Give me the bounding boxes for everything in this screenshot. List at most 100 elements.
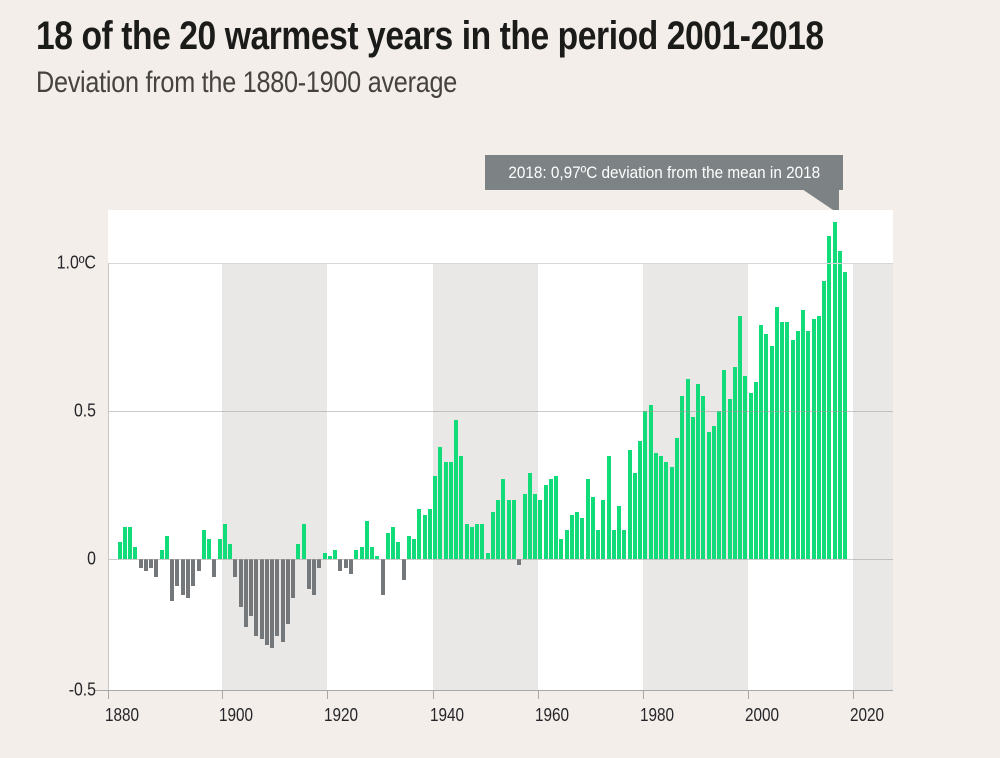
- bar-2013[interactable]: [816, 316, 821, 560]
- bar-2000[interactable]: [748, 393, 753, 560]
- bar-1946[interactable]: [464, 523, 469, 560]
- bar-2017[interactable]: [837, 251, 842, 560]
- bar-1901[interactable]: [228, 544, 233, 560]
- bar-1980[interactable]: [643, 411, 648, 560]
- bar-1909[interactable]: [270, 559, 275, 649]
- bar-1971[interactable]: [596, 529, 601, 560]
- bar-1944[interactable]: [454, 420, 459, 560]
- bar-1907[interactable]: [259, 559, 264, 640]
- bar-1889[interactable]: [164, 535, 169, 560]
- bar-1936[interactable]: [412, 538, 417, 560]
- bar-1891[interactable]: [175, 559, 180, 586]
- bar-1970[interactable]: [590, 497, 595, 560]
- bar-1897[interactable]: [207, 538, 212, 560]
- bar-2016[interactable]: [832, 221, 837, 560]
- bar-1993[interactable]: [711, 425, 716, 560]
- bar-1961[interactable]: [543, 485, 548, 560]
- bar-1981[interactable]: [648, 405, 653, 560]
- bar-1965[interactable]: [564, 529, 569, 560]
- bar-1894[interactable]: [191, 559, 196, 586]
- bar-1922[interactable]: [338, 559, 343, 572]
- bar-1966[interactable]: [569, 514, 574, 560]
- bar-1933[interactable]: [396, 541, 401, 560]
- bar-1952[interactable]: [496, 500, 501, 560]
- bar-2005[interactable]: [774, 307, 779, 560]
- bar-1988[interactable]: [685, 378, 690, 560]
- bar-1885[interactable]: [143, 559, 148, 572]
- bar-1968[interactable]: [580, 517, 585, 560]
- bar-1881[interactable]: [122, 526, 127, 560]
- bar-1992[interactable]: [706, 431, 711, 560]
- bar-1953[interactable]: [501, 479, 506, 560]
- bar-1902[interactable]: [233, 559, 238, 578]
- bar-1916[interactable]: [306, 559, 311, 589]
- bar-1900[interactable]: [222, 523, 227, 560]
- bar-2003[interactable]: [764, 334, 769, 560]
- bar-1985[interactable]: [669, 467, 674, 560]
- bar-1923[interactable]: [343, 559, 348, 569]
- bar-1983[interactable]: [659, 455, 664, 560]
- bar-2010[interactable]: [801, 310, 806, 560]
- bar-1959[interactable]: [533, 494, 538, 560]
- bar-1982[interactable]: [653, 452, 658, 560]
- bar-1921[interactable]: [333, 550, 338, 560]
- bar-1984[interactable]: [664, 461, 669, 560]
- bar-1939[interactable]: [427, 508, 432, 560]
- bar-1957[interactable]: [522, 494, 527, 560]
- bar-1999[interactable]: [743, 375, 748, 560]
- bar-1908[interactable]: [264, 559, 269, 646]
- bar-1883[interactable]: [133, 547, 138, 560]
- bar-1956[interactable]: [517, 559, 522, 566]
- bar-1978[interactable]: [632, 473, 637, 560]
- bar-1986[interactable]: [674, 437, 679, 560]
- bar-1973[interactable]: [606, 455, 611, 560]
- bar-1979[interactable]: [638, 440, 643, 560]
- bar-1955[interactable]: [512, 500, 516, 560]
- bar-1887[interactable]: [154, 559, 159, 578]
- bar-1977[interactable]: [627, 449, 632, 560]
- bar-1893[interactable]: [186, 559, 190, 598]
- bar-1976[interactable]: [622, 529, 627, 560]
- bar-1929[interactable]: [375, 556, 380, 560]
- bar-1941[interactable]: [438, 446, 443, 560]
- bar-1951[interactable]: [490, 511, 495, 560]
- bar-1935[interactable]: [406, 535, 411, 560]
- bar-1945[interactable]: [459, 455, 464, 560]
- bar-1917[interactable]: [312, 559, 317, 595]
- bar-1975[interactable]: [617, 505, 622, 560]
- bar-1920[interactable]: [327, 556, 332, 560]
- bar-1899[interactable]: [217, 538, 222, 560]
- bar-1928[interactable]: [370, 547, 375, 560]
- bar-1962[interactable]: [548, 479, 553, 560]
- bar-1890[interactable]: [170, 559, 175, 601]
- bar-1925[interactable]: [354, 550, 359, 560]
- bar-1963[interactable]: [554, 476, 559, 560]
- bar-1974[interactable]: [611, 529, 616, 560]
- bar-1906[interactable]: [254, 559, 259, 637]
- bar-1926[interactable]: [359, 547, 364, 560]
- bar-1989[interactable]: [690, 417, 695, 560]
- bar-1911[interactable]: [280, 559, 285, 643]
- bar-1903[interactable]: [238, 559, 243, 607]
- bar-1888[interactable]: [159, 550, 164, 560]
- bar-2015[interactable]: [827, 236, 832, 560]
- bar-1954[interactable]: [506, 500, 511, 560]
- bar-2001[interactable]: [753, 381, 758, 560]
- bar-1969[interactable]: [585, 479, 590, 560]
- bar-2011[interactable]: [806, 331, 811, 560]
- bar-1934[interactable]: [401, 559, 406, 581]
- bar-1910[interactable]: [275, 559, 280, 637]
- bar-1958[interactable]: [527, 473, 532, 560]
- bar-2014[interactable]: [822, 280, 827, 560]
- bar-1996[interactable]: [727, 399, 732, 560]
- bar-1904[interactable]: [243, 559, 248, 628]
- bar-1895[interactable]: [196, 559, 201, 572]
- bar-2007[interactable]: [785, 322, 790, 560]
- bar-1940[interactable]: [433, 476, 438, 560]
- bar-1942[interactable]: [443, 461, 448, 560]
- bar-1947[interactable]: [469, 526, 474, 560]
- bar-2018[interactable]: [843, 271, 848, 560]
- bar-2012[interactable]: [811, 319, 816, 560]
- bar-2002[interactable]: [759, 325, 764, 560]
- bar-1995[interactable]: [722, 369, 727, 560]
